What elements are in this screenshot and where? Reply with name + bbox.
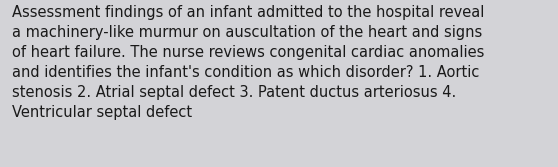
Text: Assessment findings of an infant admitted to the hospital reveal
a machinery-lik: Assessment findings of an infant admitte… — [12, 5, 485, 120]
